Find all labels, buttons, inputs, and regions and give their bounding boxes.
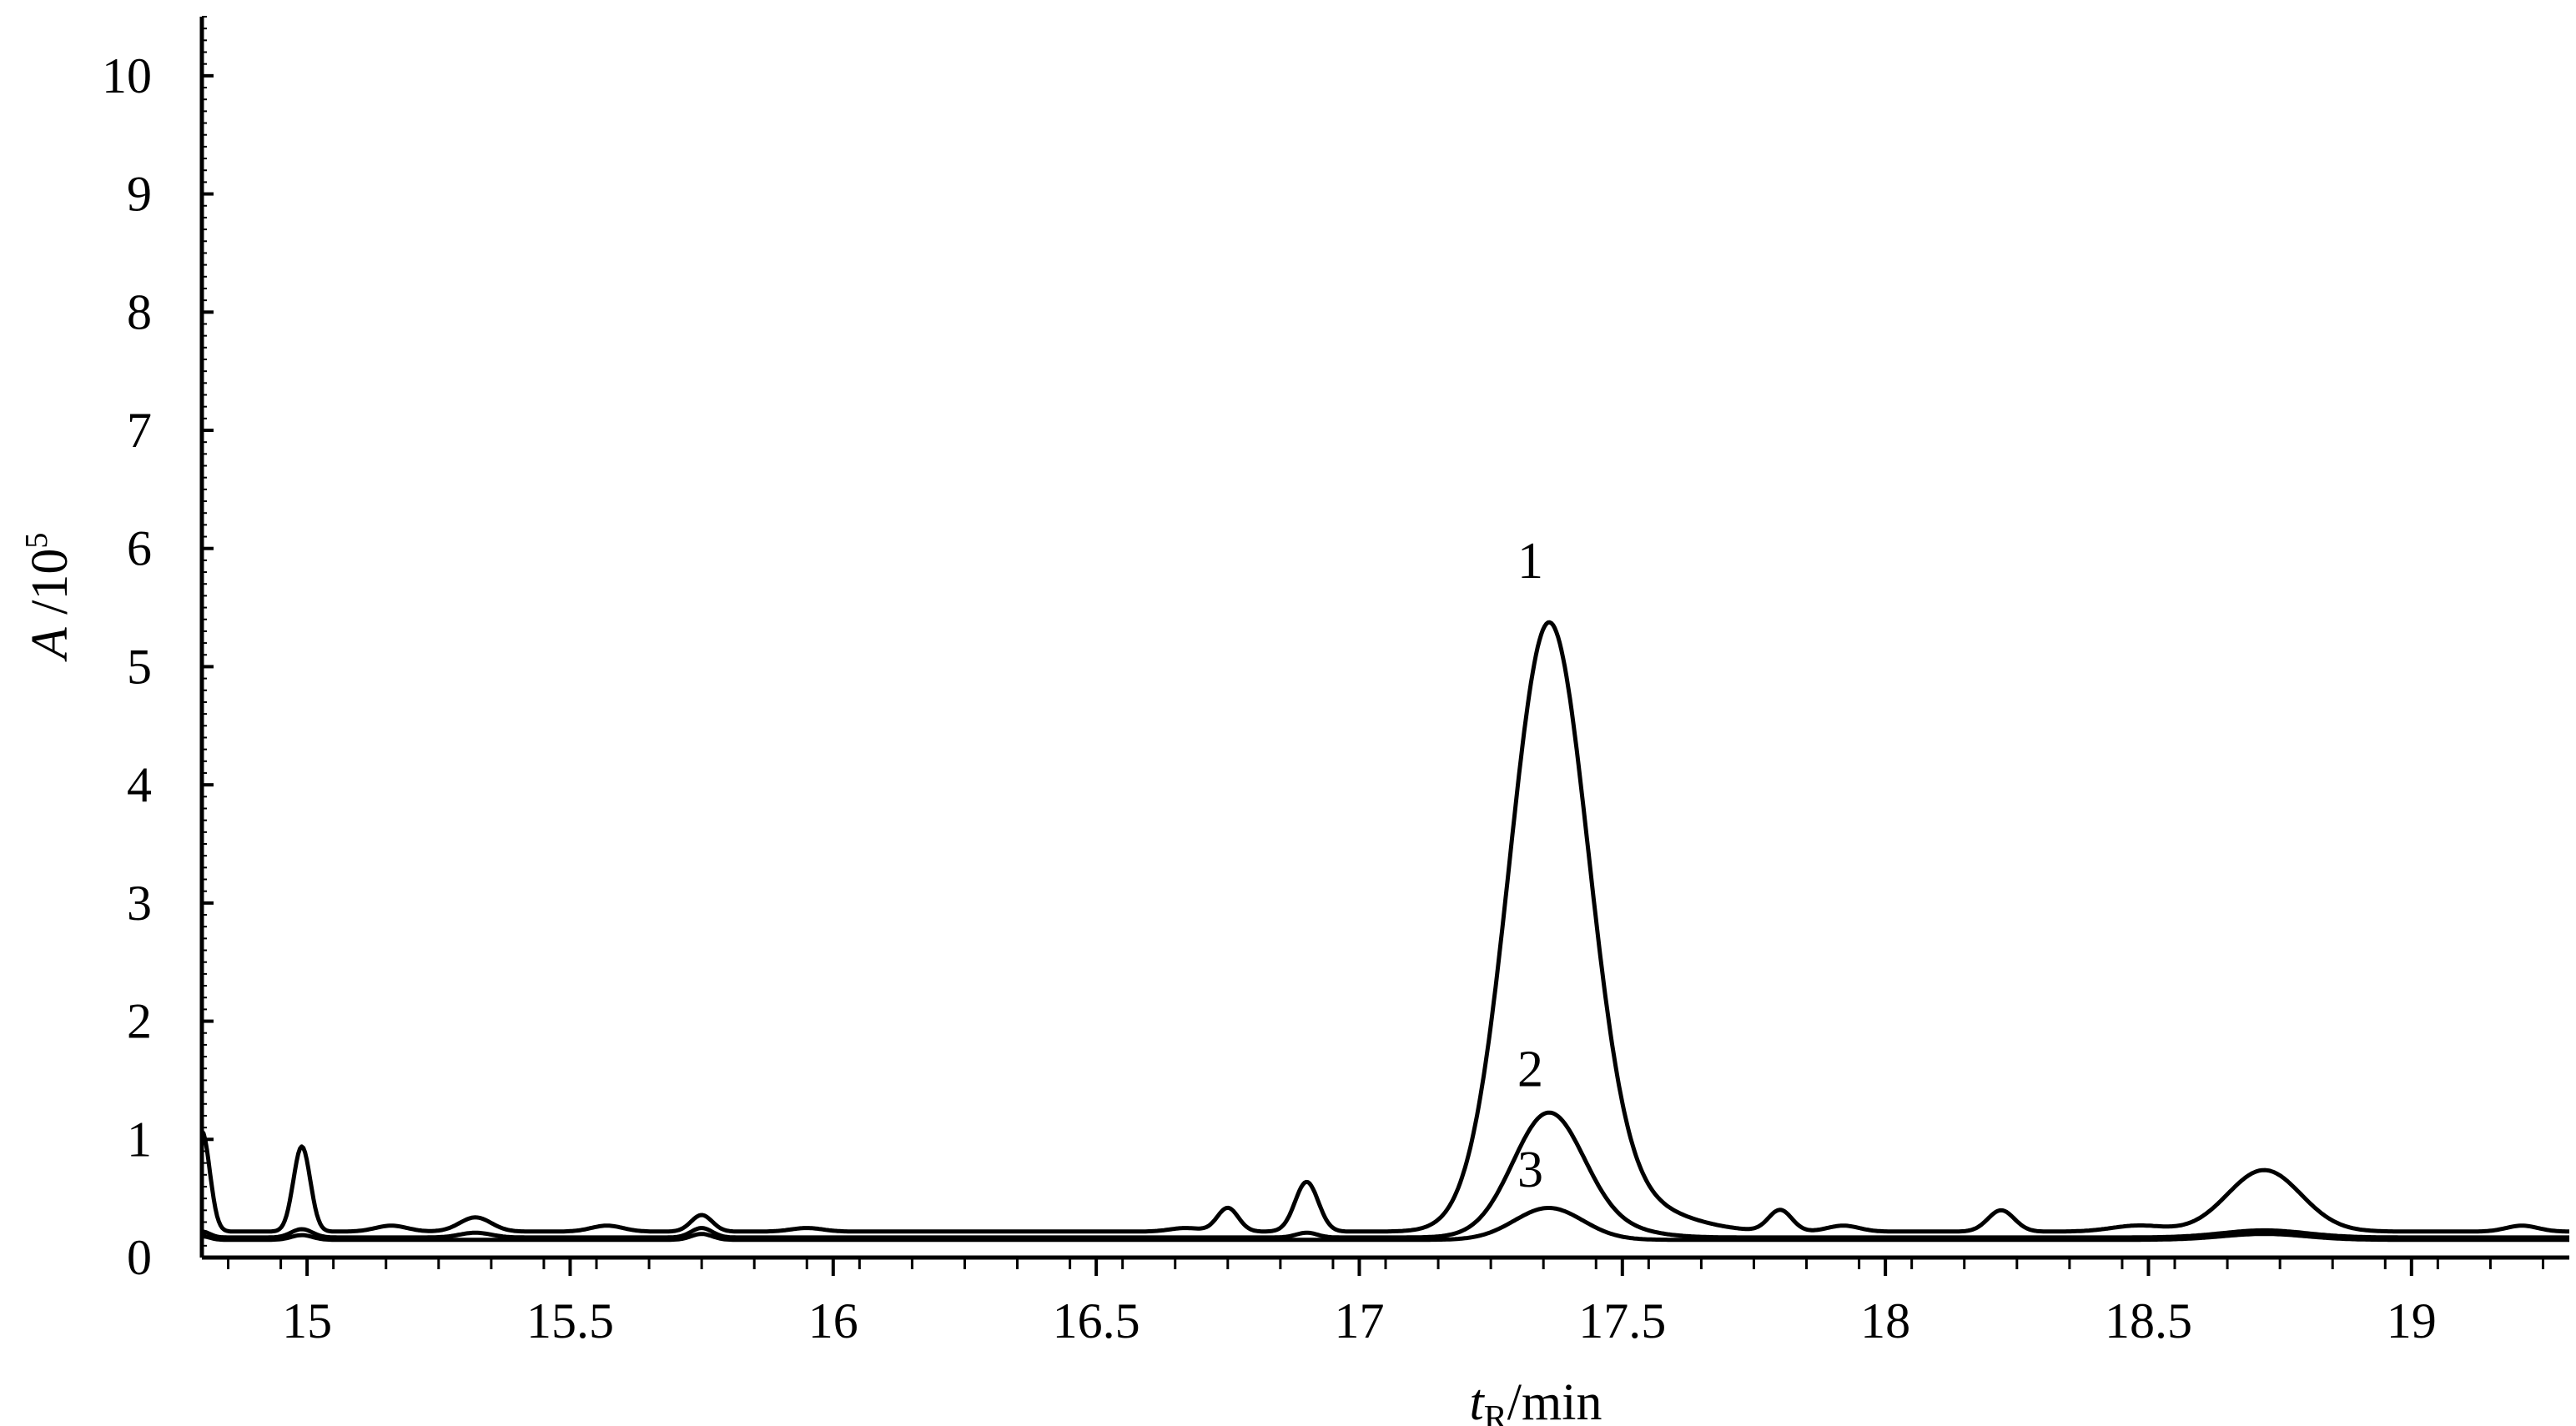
y-axis-label-unit: /10 <box>22 549 78 628</box>
x-axis-label-subscript: R <box>1484 1399 1507 1426</box>
y-axis-label-main: A <box>22 626 78 662</box>
y-tick-label: 3 <box>127 876 152 931</box>
y-axis-label: A /105 <box>19 533 78 663</box>
peak-label-3: 3 <box>1517 1142 1543 1198</box>
x-tick-label: 17 <box>1334 1293 1384 1348</box>
x-tick-label: 16.5 <box>1053 1293 1140 1348</box>
y-tick-label: 2 <box>127 994 152 1049</box>
peak-label-1: 1 <box>1517 533 1543 590</box>
x-ticks: 15 15.5 16 16.5 17 17.5 18 18.5 19 <box>227 1258 2544 1348</box>
series-2-line <box>201 1110 2570 1240</box>
x-tick-label: 17.5 <box>1578 1293 1666 1348</box>
series-1-line <box>199 620 2570 1234</box>
y-tick-label: 9 <box>127 167 152 222</box>
peak-annotations: 1 2 3 <box>1517 533 1543 1198</box>
chart-axes: 0 1 2 3 4 5 6 7 8 9 10 15 15.5 16 16.5 17 17.5 18 18.5 19 <box>102 16 2569 1348</box>
y-ticks: 0 1 2 3 4 5 6 7 8 9 10 <box>102 16 214 1285</box>
x-axis-label-main: t <box>1470 1374 1486 1426</box>
y-tick-label: 1 <box>127 1112 152 1167</box>
x-tick-label: 15.5 <box>526 1293 614 1348</box>
y-tick-label: 7 <box>127 403 152 458</box>
x-tick-label: 19 <box>2387 1293 2437 1348</box>
y-axis-label-superscript: 5 <box>19 533 54 549</box>
y-tick-label: 10 <box>102 48 152 103</box>
y-tick-label: 4 <box>127 757 152 812</box>
y-tick-label: 0 <box>127 1230 152 1285</box>
x-tick-label: 16 <box>808 1293 858 1348</box>
series-3-line <box>201 1206 2570 1243</box>
y-tick-label: 8 <box>127 284 152 339</box>
x-axis-label: tR/min <box>1470 1374 1602 1426</box>
peak-label-2: 2 <box>1517 1042 1543 1098</box>
x-axis-label-unit: /min <box>1507 1374 1602 1426</box>
y-tick-label: 6 <box>127 521 152 576</box>
x-tick-label: 18.5 <box>2105 1293 2192 1348</box>
y-tick-label: 5 <box>127 639 152 694</box>
x-tick-label: 15 <box>282 1293 332 1348</box>
x-tick-label: 18 <box>1860 1293 1910 1348</box>
series-layer <box>199 620 2570 1243</box>
